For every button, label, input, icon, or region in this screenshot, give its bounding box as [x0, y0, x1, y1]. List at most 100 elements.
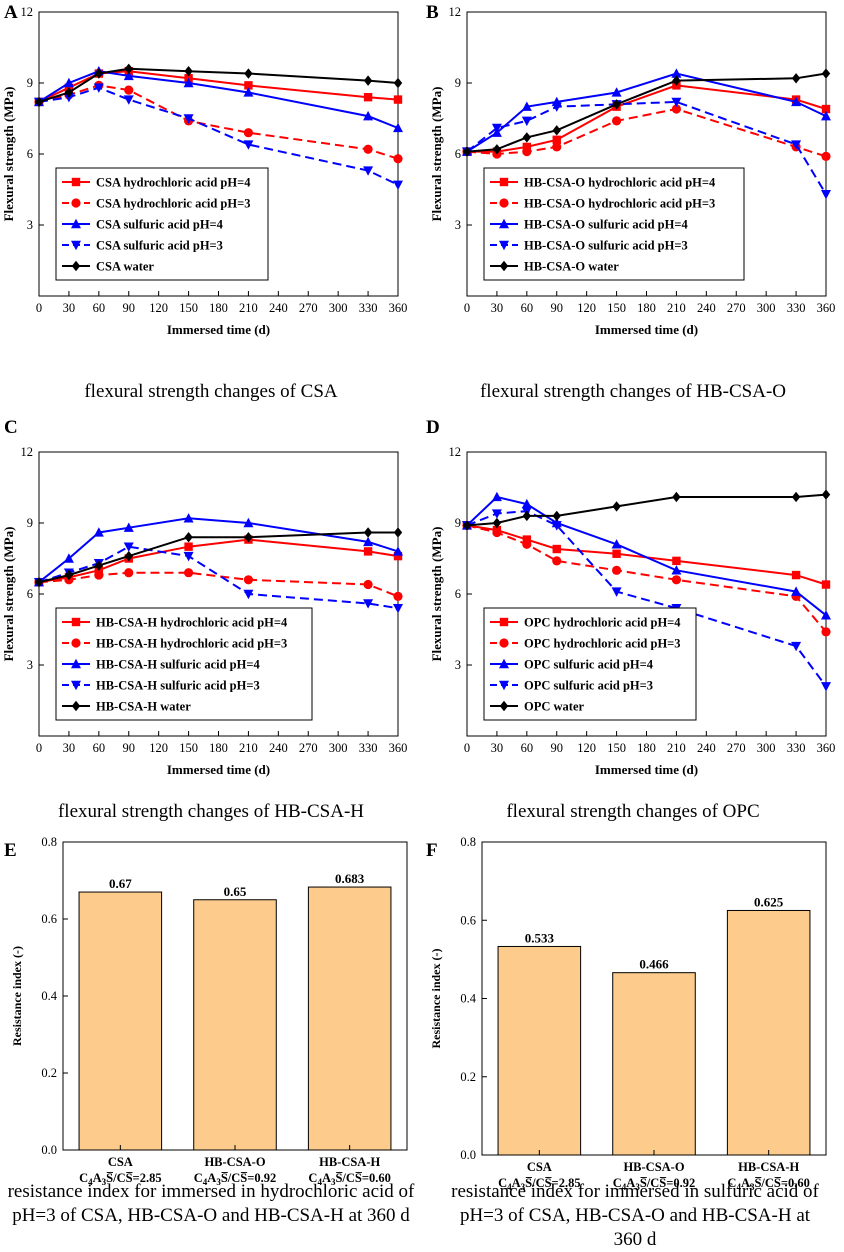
series-line	[38, 84, 399, 160]
ratio-part: 0.92	[254, 1171, 276, 1185]
series-line	[38, 517, 399, 583]
legend-marker	[71, 700, 81, 712]
legend-label: OPC hydrochloric acid pH=4	[524, 616, 681, 630]
data-point	[393, 154, 403, 164]
data-point	[94, 560, 104, 571]
ratio-part: A	[93, 1171, 102, 1185]
legend: HB-CSA-O hydrochloric acid pH=4 HB-CSA-O …	[483, 167, 745, 281]
data-point	[671, 97, 682, 108]
bar-value-label: 0.533	[525, 930, 555, 945]
category-ratio-label: C4A3S̅/CS̅=0.60	[727, 1176, 809, 1192]
data-point	[611, 116, 622, 126]
x-tick-label: 60	[93, 301, 106, 315]
data-point	[363, 144, 373, 154]
ratio-part: 0.60	[788, 1176, 810, 1190]
x-tick-label: 120	[149, 741, 168, 755]
data-point	[522, 147, 532, 157]
data-point	[393, 95, 403, 104]
panel-d: D 0 30 60 90 120 150 180 210 240 270 300 330 360 3 6 9 12…	[426, 417, 835, 777]
data-point	[551, 521, 562, 531]
x-tick-label: 300	[757, 741, 776, 755]
data-point	[492, 527, 502, 538]
series-4	[462, 506, 831, 692]
data-point	[821, 682, 831, 692]
caption-e: resistance index for immersed in hydroch…	[7, 1181, 415, 1226]
data-point	[671, 68, 682, 78]
data-point	[611, 587, 622, 597]
legend-marker	[499, 658, 509, 669]
data-point	[244, 81, 253, 90]
ratio-part: 4	[203, 1177, 208, 1187]
legend-label: HB-CSA-H hydrochloric acid pH=4	[96, 616, 288, 630]
legend-box	[483, 167, 745, 281]
x-tick-label: 300	[329, 741, 348, 755]
data-point	[462, 146, 472, 157]
x-tick-label: 120	[577, 741, 596, 755]
ratio-part: S̅/CS̅=	[640, 1176, 674, 1190]
data-point	[184, 542, 193, 551]
data-point	[123, 70, 134, 81]
x-tick-label: 0	[36, 301, 42, 315]
data-point	[363, 536, 374, 547]
data-point	[821, 110, 831, 121]
data-point	[791, 491, 801, 503]
x-tick-label: 240	[269, 741, 288, 755]
x-tick-label: 0	[464, 301, 470, 315]
x-tick-label: 30	[63, 741, 76, 755]
data-point	[183, 114, 194, 124]
data-point	[821, 580, 831, 589]
x-tick-label: 270	[299, 741, 318, 755]
ratio-part: 4	[736, 1182, 741, 1192]
data-point	[243, 575, 254, 585]
data-point	[791, 586, 802, 596]
legend-label: HB-CSA-H sulfuric acid pH=3	[96, 679, 260, 693]
y-tick-label: 3	[27, 658, 33, 672]
ratio-part: C	[308, 1171, 317, 1185]
y-axis-label: Resistance index (-)	[10, 946, 24, 1046]
y-axis-label: Flexural strength (MPa)	[429, 87, 444, 222]
legend-label: CSA hydrochloric acid pH=4	[96, 176, 251, 190]
x-tick-label: 210	[667, 741, 686, 755]
ratio-part: 3	[331, 1177, 336, 1187]
series-3	[462, 68, 831, 156]
bar-value-label: 0.683	[335, 871, 365, 886]
legend-marker	[71, 680, 81, 691]
legend-label: HB-CSA-O sulfuric acid pH=3	[524, 239, 688, 253]
x-tick-label: 240	[697, 741, 716, 755]
ratio-part: 3	[102, 1177, 107, 1187]
y-tick-label: 0.8	[41, 835, 57, 849]
data-point	[183, 513, 194, 523]
series-line	[38, 538, 399, 584]
data-point	[821, 627, 831, 637]
data-point	[363, 579, 373, 590]
series-3	[34, 65, 403, 133]
data-point	[34, 576, 44, 588]
data-point	[183, 77, 194, 88]
legend-label: HB-CSA-H hydrochloric acid pH=3	[96, 637, 287, 651]
panel-b: B 0 30 60 90 120 150 180 210 240 270 300 330 360 3 6 9 12…	[426, 2, 835, 337]
data-point	[821, 610, 831, 620]
x-tick-label: 120	[577, 301, 596, 315]
caption-b: flexural strength changes of HB-CSA-O	[479, 381, 787, 402]
data-point	[93, 83, 104, 93]
legend-label: OPC sulfuric acid pH=4	[524, 658, 654, 672]
ratio-part: C	[498, 1176, 507, 1190]
data-point	[94, 570, 104, 580]
y-tick-label: 12	[449, 445, 462, 459]
x-tick-label: 210	[239, 301, 258, 315]
y-axis-label: Flexural strength (MPa)	[1, 527, 16, 662]
series-line	[38, 67, 399, 103]
legend-box	[483, 607, 697, 721]
ratio-part: 4	[507, 1182, 512, 1192]
legend-marker	[71, 218, 81, 229]
legend-marker	[71, 260, 81, 272]
legend-marker	[71, 617, 81, 627]
data-point	[671, 565, 682, 575]
x-tick-label: 0	[36, 741, 42, 755]
legend: CSA hydrochloric acid pH=4 CSA hydrochlor…	[55, 167, 269, 281]
ratio-part: A	[512, 1176, 521, 1190]
x-tick-label: 30	[491, 301, 504, 315]
x-axis-label: Immersed time (d)	[167, 322, 270, 337]
data-point	[94, 68, 104, 79]
